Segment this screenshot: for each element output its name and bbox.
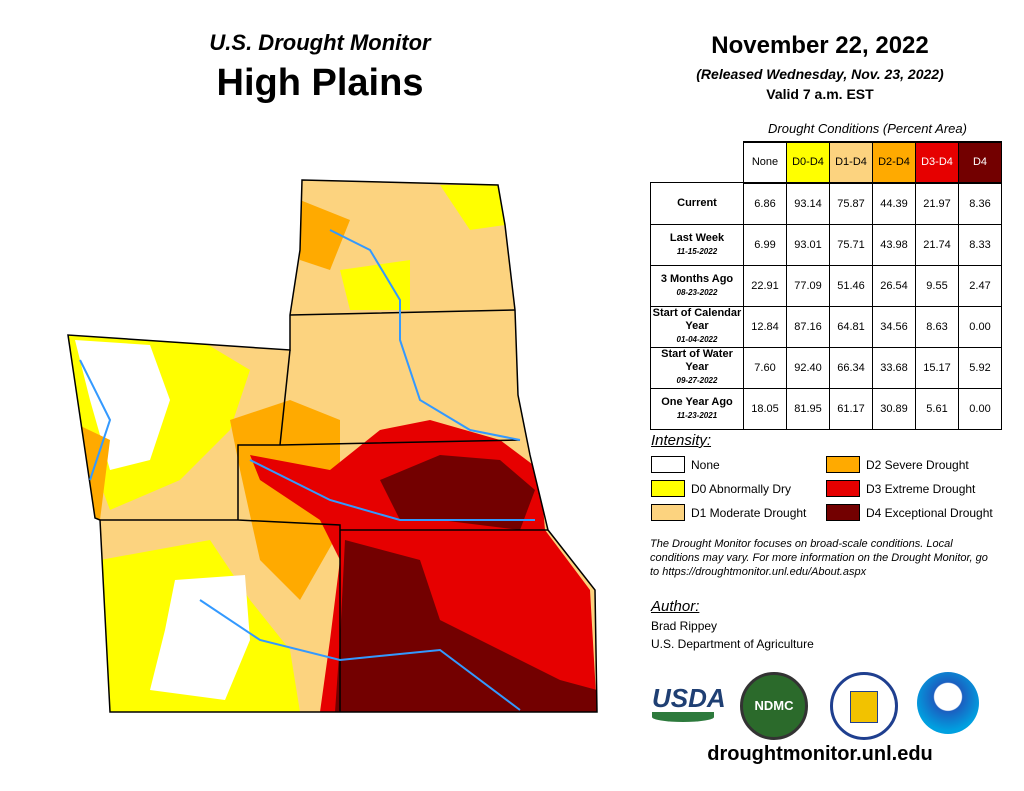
table-cell: 6.86 <box>743 182 787 225</box>
supertitle: U.S. Drought Monitor <box>209 30 431 55</box>
d2-areas <box>68 200 520 620</box>
ndmc-logo: NDMC <box>740 672 808 740</box>
rivers <box>79 229 535 711</box>
table-cell: 81.95 <box>786 387 830 430</box>
col-d0-d4: D0-D4 <box>786 141 830 184</box>
table-cell: 6.99 <box>743 223 787 266</box>
table-cell: 64.81 <box>829 305 873 348</box>
table-cell: 93.01 <box>786 223 830 266</box>
disclaimer-note: The Drought Monitor focuses on broad-sca… <box>650 538 988 578</box>
d0-area-dakotas <box>340 185 505 310</box>
col-d4: D4 <box>958 141 1002 184</box>
usda-logo: USDA <box>652 683 726 713</box>
table-cell: 87.16 <box>786 305 830 348</box>
col-d2-d4: D2-D4 <box>872 141 916 184</box>
table-cell: 12.84 <box>743 305 787 348</box>
legend-swatch <box>651 504 685 521</box>
drought-table: None D0-D4 D1-D4 D2-D4 D3-D4 D4 Current 6… <box>650 141 1002 430</box>
table-cell: 8.33 <box>958 223 1002 266</box>
legend-item: None <box>691 458 720 472</box>
row-date: 11-15-2022 <box>676 246 718 256</box>
release-date: (Released Wednesday, Nov. 23, 2022) <box>696 66 944 82</box>
table-cell: 93.14 <box>786 182 830 225</box>
table-cell: 26.54 <box>872 264 916 307</box>
table-cell: 15.17 <box>915 346 959 389</box>
none-area-colorado <box>150 575 250 700</box>
legend-item: D4 Exceptional Drought <box>866 506 993 520</box>
table-cell: 44.39 <box>872 182 916 225</box>
table-cell: 7.60 <box>743 346 787 389</box>
none-area-wyoming <box>75 340 170 470</box>
table-cell: 66.34 <box>829 346 873 389</box>
row-label: One Year Ago 11-23-2021 <box>650 387 744 430</box>
table-cell: 43.98 <box>872 223 916 266</box>
col-none: None <box>743 141 787 184</box>
table-corner <box>651 142 744 183</box>
table-cell: 75.71 <box>829 223 873 266</box>
row-date: 11-23-2021 <box>676 410 718 420</box>
legend-swatch <box>651 456 685 473</box>
col-d1-d4: D1-D4 <box>829 141 873 184</box>
noaa-logo <box>917 672 979 734</box>
legend-swatch <box>826 456 860 473</box>
table-cell: 33.68 <box>872 346 916 389</box>
table-row: Start of Water Year 09-27-2022 7.60 92.40 66… <box>650 346 1002 389</box>
legend-item: D2 Severe Drought <box>866 458 969 472</box>
table-row: Start of Calendar Year 01-04-2022 12.84 87.… <box>650 305 1002 348</box>
table-cell: 92.40 <box>786 346 830 389</box>
table-cell: 9.55 <box>915 264 959 307</box>
table-cell: 75.87 <box>829 182 873 225</box>
row-label: 3 Months Ago 08-23-2022 <box>650 264 744 307</box>
col-d3-d4: D3-D4 <box>915 141 959 184</box>
row-date: 08-23-2022 <box>676 287 718 297</box>
author-org: U.S. Department of Agriculture <box>651 637 814 651</box>
table-cell: 2.47 <box>958 264 1002 307</box>
legend-title: Intensity: <box>651 432 712 449</box>
table-cell: 30.89 <box>872 387 916 430</box>
legend-item: D3 Extreme Drought <box>866 482 976 496</box>
table-cell: 0.00 <box>958 387 1002 430</box>
table-cell: 22.91 <box>743 264 787 307</box>
legend-swatch <box>826 480 860 497</box>
usda-logo-swoosh <box>652 712 714 722</box>
table-cell: 51.46 <box>829 264 873 307</box>
row-date: 09-27-2022 <box>676 376 718 385</box>
website-url[interactable]: droughtmonitor.unl.edu <box>707 743 933 765</box>
table-cell: 61.17 <box>829 387 873 430</box>
table-row: 3 Months Ago 08-23-2022 22.91 77.09 51.46 26.… <box>650 264 1002 307</box>
table-row: Last Week 11-15-2022 6.99 93.01 75.71 43.98 21… <box>650 223 1002 266</box>
table-cell: 77.09 <box>786 264 830 307</box>
table-cell: 5.61 <box>915 387 959 430</box>
table-cell: 18.05 <box>743 387 787 430</box>
state-borders <box>67 179 598 713</box>
table-cell: 34.56 <box>872 305 916 348</box>
commerce-shield-icon <box>850 691 878 723</box>
drought-map <box>67 179 598 713</box>
legend-item: D1 Moderate Drought <box>691 506 807 520</box>
row-label: Start of Water Year 09-27-2022 <box>650 346 744 389</box>
legend-swatch <box>826 504 860 521</box>
valid-time: Valid 7 a.m. EST <box>766 86 874 102</box>
row-label: Start of Calendar Year 01-04-2022 <box>650 305 744 348</box>
author-name: Brad Rippey <box>651 619 718 633</box>
row-label: Last Week 11-15-2022 <box>650 223 744 266</box>
table-cell: 8.36 <box>958 182 1002 225</box>
ndmc-logo-text: NDMC <box>754 698 794 713</box>
table-cell: 0.00 <box>958 305 1002 348</box>
legend-item: D0 Abnormally Dry <box>691 482 792 496</box>
row-date: 01-04-2022 <box>676 335 718 344</box>
row-label: Current <box>650 182 744 225</box>
table-row: One Year Ago 11-23-2021 18.05 81.95 61.17 30.… <box>650 387 1002 430</box>
table-cell: 21.97 <box>915 182 959 225</box>
table-cell: 8.63 <box>915 305 959 348</box>
legend-swatch <box>651 480 685 497</box>
commerce-logo <box>830 672 898 740</box>
table-row: Current 6.86 93.14 75.87 44.39 21.97 8.36 <box>650 182 1002 225</box>
table-cell: 5.92 <box>958 346 1002 389</box>
map-title: High Plains <box>216 62 424 104</box>
table-cell: 21.74 <box>915 223 959 266</box>
table-caption: Drought Conditions (Percent Area) <box>768 121 967 136</box>
author-heading: Author: <box>651 598 700 615</box>
map-date: November 22, 2022 <box>711 32 929 59</box>
